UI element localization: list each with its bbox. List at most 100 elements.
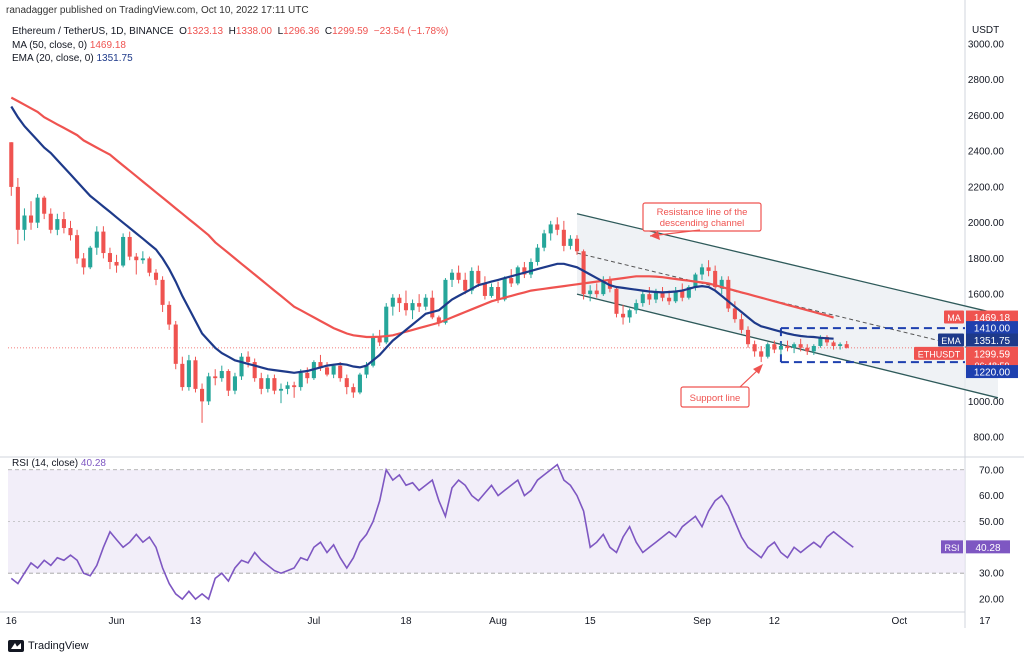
time-tick-label: Oct	[892, 616, 908, 627]
candle-body	[232, 376, 237, 391]
candle-body	[423, 297, 428, 307]
candle	[338, 362, 343, 382]
candle	[509, 269, 514, 287]
candle-body	[726, 279, 731, 309]
candle-body	[555, 224, 560, 230]
rsi-legend-value: 40.28	[80, 458, 106, 469]
candle-body	[522, 267, 527, 275]
candle	[752, 340, 757, 357]
candle-body	[331, 365, 336, 375]
candle-body	[634, 303, 639, 311]
candle-body	[101, 231, 106, 254]
rsi-tick-label: 60.00	[979, 491, 1004, 502]
candle-body	[778, 345, 783, 350]
candle-body	[186, 360, 191, 388]
candle	[640, 290, 645, 307]
candle	[660, 287, 665, 302]
badge-bg	[966, 365, 1018, 379]
candle-body	[88, 247, 93, 268]
rsi-legend[interactable]: RSI (14, close) 40.28	[12, 458, 106, 469]
candle-body	[831, 342, 836, 346]
candle	[35, 194, 40, 229]
time-tick-label: 15	[585, 616, 597, 627]
candle-body	[173, 324, 178, 364]
candle	[121, 233, 126, 268]
candle-body	[561, 229, 566, 246]
candle-body	[574, 238, 580, 252]
candle	[410, 299, 415, 320]
candle-body	[397, 297, 402, 304]
candle-body	[739, 319, 744, 330]
ma-legend[interactable]: MA (50, close, 0) 1469.18	[12, 40, 126, 51]
currency-label: USDT	[972, 25, 999, 36]
tradingview-logo[interactable]: TradingView	[8, 640, 89, 652]
candle	[542, 229, 547, 252]
candle	[528, 258, 534, 279]
annotation-text: descending channel	[660, 218, 745, 229]
candle-body	[469, 270, 474, 291]
candle-body	[107, 253, 113, 262]
candle-body	[463, 279, 468, 291]
candle-body	[489, 287, 494, 296]
price-tick-label: 1800.00	[968, 254, 1005, 265]
candle	[167, 301, 172, 330]
candle-body	[699, 267, 705, 275]
candle-body	[114, 261, 119, 266]
candle-body	[324, 367, 330, 375]
candle	[226, 369, 231, 397]
badge-tag-text: EMA	[941, 336, 961, 346]
candle-body	[621, 313, 626, 318]
candle-body	[265, 378, 270, 389]
candle	[844, 340, 849, 349]
candle	[134, 253, 139, 275]
candle	[430, 290, 435, 320]
ema20-line	[10, 105, 834, 374]
candle	[634, 299, 639, 314]
candle-body	[824, 337, 830, 343]
candle	[647, 287, 652, 305]
ema-legend[interactable]: EMA (20, close, 0) 1351.75	[12, 53, 133, 64]
candle	[594, 283, 599, 298]
candle-body	[713, 270, 718, 287]
candle-body	[542, 233, 547, 248]
candle-body	[278, 388, 284, 391]
candle-body	[430, 297, 435, 318]
rsi-tick-label: 70.00	[979, 465, 1004, 476]
time-tick-label: Jun	[108, 616, 124, 627]
candle-body	[160, 279, 165, 305]
candle-body	[94, 231, 99, 248]
badge-bg	[966, 333, 1018, 347]
candle-body	[732, 308, 737, 320]
candle	[127, 231, 132, 261]
candle	[213, 369, 218, 386]
time-tick-label: Jul	[307, 616, 320, 627]
candle-body	[792, 344, 797, 348]
candle-body	[298, 372, 303, 388]
candle-body	[640, 294, 645, 304]
price-badge: MA 1469.18	[944, 310, 1018, 324]
candle	[206, 372, 211, 405]
candle-body	[219, 371, 224, 379]
candle	[22, 208, 27, 241]
candle	[778, 342, 783, 355]
candle-body	[193, 360, 198, 389]
candle	[765, 342, 770, 359]
candle-body	[285, 385, 290, 389]
candle-body	[134, 256, 139, 261]
candle	[324, 362, 330, 377]
candle	[292, 381, 297, 398]
candle-body	[673, 290, 678, 302]
price-badge: EMA 1351.75	[938, 333, 1018, 347]
candle	[739, 313, 744, 334]
candle-body	[719, 279, 724, 287]
candle-body	[305, 372, 310, 379]
candle	[272, 374, 277, 395]
rsi-tag-text: RSI	[944, 543, 959, 553]
time-tick-label: Sep	[693, 616, 711, 627]
candle	[351, 383, 356, 398]
time-tick-label: Aug	[489, 616, 507, 627]
candle-body	[798, 344, 803, 348]
candle-body	[838, 344, 843, 346]
badge-value: 1299.59	[974, 349, 1011, 360]
